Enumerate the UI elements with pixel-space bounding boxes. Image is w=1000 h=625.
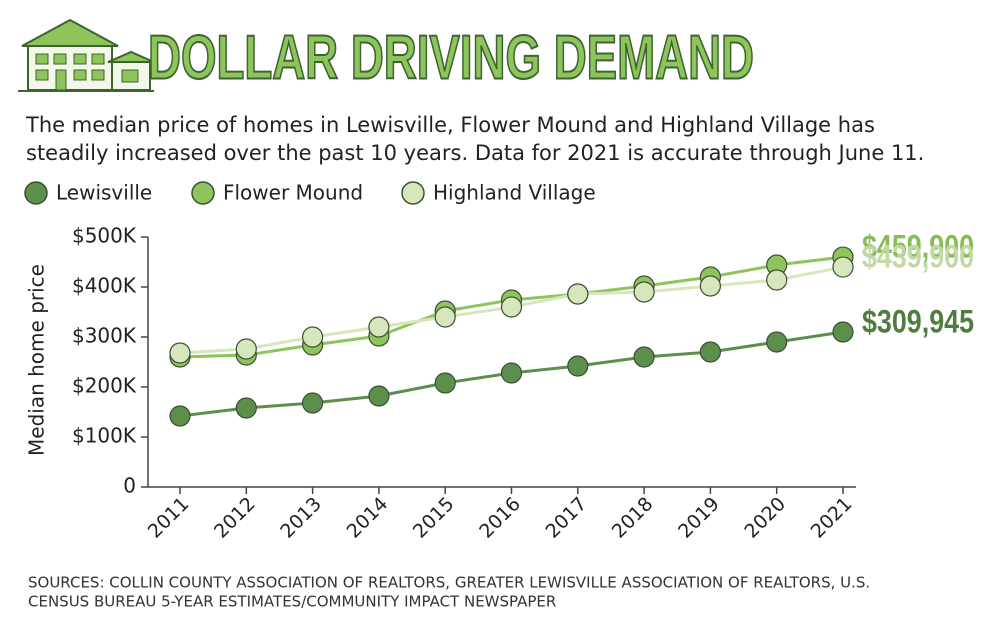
x-tick-label: 2020	[740, 493, 790, 543]
data-point	[235, 397, 257, 419]
data-point	[302, 326, 324, 348]
legend-marker	[191, 181, 215, 205]
data-point	[368, 316, 390, 338]
y-tick-label: $100K	[72, 424, 137, 448]
data-point	[766, 269, 788, 291]
source-line: SOURCES: COLLIN COUNTY ASSOCIATION OF RE…	[28, 574, 870, 592]
x-tick-label: 2011	[144, 493, 194, 543]
data-point	[302, 392, 324, 414]
x-tick-label: 2015	[409, 493, 459, 543]
subtitle-line: steadily increased over the past 10 year…	[26, 141, 924, 165]
data-point	[699, 275, 722, 297]
data-point	[699, 341, 722, 363]
chart-title: DOLLAR DRIVING DEMAND	[148, 23, 754, 92]
y-tick-label: $400K	[72, 274, 137, 298]
legend-label: Highland Village	[433, 181, 596, 205]
value-label: $309,945	[862, 303, 974, 339]
data-point	[832, 256, 854, 278]
data-point	[169, 342, 191, 364]
y-tick-label: 0	[123, 474, 136, 498]
data-point	[500, 362, 523, 384]
data-point	[500, 296, 523, 318]
data-point	[832, 321, 854, 343]
y-axis-label: Median home price	[25, 264, 49, 456]
legend-marker	[24, 181, 48, 205]
legend-label: Lewisville	[56, 181, 152, 205]
data-point	[434, 306, 456, 328]
x-tick-label: 2013	[276, 493, 326, 543]
data-point	[633, 281, 655, 303]
x-tick-label: 2017	[541, 493, 591, 543]
y-tick-label: $200K	[72, 374, 137, 398]
x-tick-label: 2018	[608, 493, 658, 543]
y-tick-label: $300K	[72, 324, 137, 348]
value-label: $459,900	[862, 229, 974, 265]
x-tick-label: 2014	[343, 493, 393, 543]
data-point	[368, 385, 390, 407]
data-point	[766, 331, 788, 353]
source-line: CENSUS BUREAU 5-YEAR ESTIMATES/COMMUNITY…	[28, 593, 556, 611]
data-point	[434, 372, 456, 394]
data-point	[235, 338, 257, 360]
x-tick-label: 2016	[475, 493, 525, 543]
legend-label: Flower Mound	[223, 181, 363, 205]
legend-marker	[401, 181, 425, 205]
subtitle-line: The median price of homes in Lewisville,…	[25, 113, 875, 137]
y-tick-label: $500K	[72, 224, 137, 248]
x-tick-label: 2021	[807, 493, 857, 543]
data-point	[567, 283, 589, 305]
house-icon	[18, 18, 155, 92]
data-point	[633, 346, 655, 368]
data-point	[567, 355, 589, 377]
x-tick-label: 2019	[674, 493, 724, 543]
data-point	[169, 405, 191, 427]
x-tick-label: 2012	[210, 493, 260, 543]
value-label: $439,900	[862, 239, 974, 275]
